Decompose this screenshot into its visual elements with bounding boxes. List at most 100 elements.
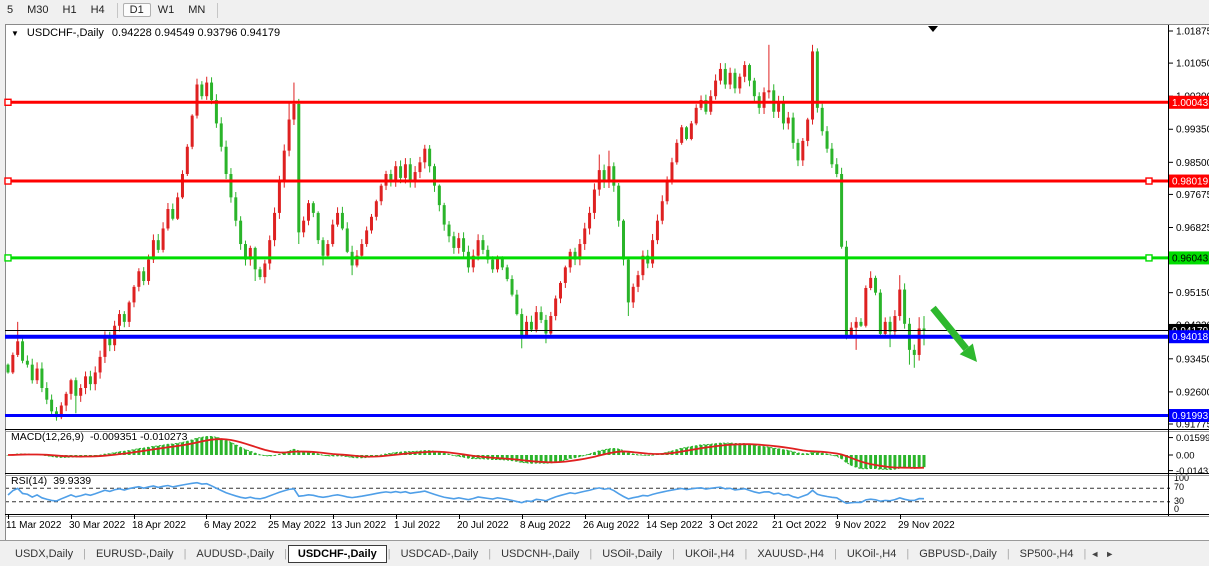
price-tag-0.94018-bg	[1168, 330, 1209, 344]
macd-bar	[263, 455, 267, 456]
tab-ukoil-h4[interactable]: UKOil-,H4	[684, 547, 735, 560]
macd-bar	[432, 451, 436, 455]
candle-body	[481, 240, 485, 250]
macd-bar	[767, 447, 771, 455]
candle-body	[874, 277, 878, 293]
hline-handle[interactable]	[4, 98, 12, 106]
macd-bar	[626, 452, 630, 455]
tab-sp500-h4[interactable]: SP500-,H4	[1019, 547, 1074, 560]
candle-body	[806, 119, 810, 141]
macd-bar	[893, 455, 897, 470]
macd-bar	[200, 437, 204, 455]
candle-body	[471, 255, 475, 268]
candle-body	[689, 123, 693, 139]
candle-body	[413, 172, 417, 182]
candle-body	[21, 341, 25, 361]
macd-bar	[248, 451, 252, 455]
candle-body	[185, 146, 189, 174]
time-tick-label: 18 Apr 2022	[132, 520, 186, 531]
price-tag-0.96043: 0.96043	[1168, 251, 1209, 265]
timeframe-mn-button[interactable]: MN	[188, 4, 206, 16]
tab-separator: |	[1006, 547, 1010, 560]
symbol-tabbar: USDX,Daily | EURUSD-,Daily | AUDUSD-,Daily | U…	[0, 540, 1209, 566]
timeframe-5-button[interactable]: 5	[7, 4, 14, 16]
macd-bar	[820, 453, 824, 455]
macd-bar	[898, 455, 902, 469]
macd-bar	[525, 455, 529, 463]
macd-bar	[151, 446, 155, 455]
price-tick-label: 0.97675	[1176, 190, 1209, 201]
candle-body	[263, 263, 267, 278]
macd-bar	[108, 453, 112, 455]
tab-scroll-right-button[interactable]: ►	[1105, 548, 1115, 559]
candle-body	[273, 212, 277, 241]
candle-body	[665, 181, 669, 202]
price-tick-label: 1.01875	[1176, 27, 1209, 38]
tab-xauusd-h4[interactable]: XAUUSD-,H4	[757, 547, 824, 560]
rsi-indicator-label: RSI(14) 39.9339	[11, 475, 91, 487]
candle-body	[297, 103, 301, 233]
candle-body	[752, 80, 756, 97]
timeframe-w1-button[interactable]: W1	[157, 4, 175, 16]
hline-handle[interactable]	[1145, 177, 1153, 185]
macd-bar	[869, 455, 873, 469]
timeframe-d1-button[interactable]: D1	[122, 3, 151, 17]
macd-bar	[733, 443, 737, 455]
timeframe-h4-button[interactable]: H4	[90, 4, 105, 16]
candle-body	[704, 100, 708, 112]
tab-usdcad-daily[interactable]: USDCAD-,Daily	[400, 547, 479, 560]
tab-gbpusd-daily[interactable]: GBPUSD-,Daily	[919, 547, 997, 560]
candle-body	[709, 96, 713, 112]
macd-bar	[214, 437, 218, 455]
trend-arrow[interactable]	[930, 305, 977, 362]
macd-bar	[912, 455, 916, 469]
timeframe-m30-button[interactable]: M30	[27, 4, 49, 16]
price-tick-label: 1.01050	[1176, 59, 1209, 70]
tab-scroll-left-button[interactable]: ◄	[1090, 548, 1100, 559]
candle-body	[316, 212, 320, 241]
macd-bar	[156, 445, 160, 455]
trend-arrow-head	[959, 343, 977, 362]
macd-bar	[243, 449, 247, 455]
tab-usdchf-daily[interactable]: USDCHF-,Daily	[287, 544, 387, 563]
macd-bar	[646, 455, 650, 456]
candle-body	[428, 148, 432, 167]
tab-usdx-daily[interactable]: USDX,Daily	[15, 547, 74, 560]
macd-bar	[306, 452, 310, 455]
candle-body	[859, 321, 863, 326]
candle-body	[437, 185, 441, 206]
hline-handle[interactable]	[4, 177, 12, 185]
candle-body	[680, 127, 684, 143]
price-tag-0.91993-bg	[1168, 409, 1209, 423]
macd-indicator-label: MACD(12,26,9) -0.009351 -0.010273	[11, 431, 187, 443]
tab-ukoil-h4[interactable]: UKOil-,H4	[846, 547, 897, 560]
tab-eurusd-daily[interactable]: EURUSD-,Daily	[95, 547, 174, 560]
tab-usoil-daily[interactable]: USOil-,Daily	[602, 547, 663, 560]
candle-body	[205, 82, 209, 97]
candle-body	[651, 240, 655, 264]
macd-bar	[93, 455, 97, 456]
candle-body	[132, 286, 136, 303]
hline-handle[interactable]	[4, 254, 12, 262]
candle-body	[93, 372, 97, 385]
timeframe-h1-button[interactable]: H1	[62, 4, 77, 16]
candle-body	[718, 68, 722, 81]
tab-audusd-daily[interactable]: AUDUSD-,Daily	[196, 547, 275, 560]
time-tick-label: 20 Jul 2022	[457, 520, 509, 531]
macd-bar	[510, 455, 514, 461]
tab-usdcnh-daily[interactable]: USDCNH-,Daily	[501, 547, 580, 560]
chart-dropdown-icon[interactable]: ▼	[11, 28, 19, 38]
price-tag-0.96043-bg	[1168, 251, 1209, 265]
macd-bar	[544, 455, 548, 464]
candle-body	[675, 142, 679, 163]
candle-body	[180, 173, 184, 198]
price-tag-1.00043-bg	[1168, 95, 1209, 109]
candle-body	[626, 259, 630, 303]
price-tag-0.91993-text: 0.91993	[1172, 411, 1209, 422]
candle-body	[379, 185, 383, 202]
macd-main-line	[7, 436, 925, 471]
macd-bar	[806, 453, 810, 455]
hline-handle[interactable]	[1145, 254, 1153, 262]
